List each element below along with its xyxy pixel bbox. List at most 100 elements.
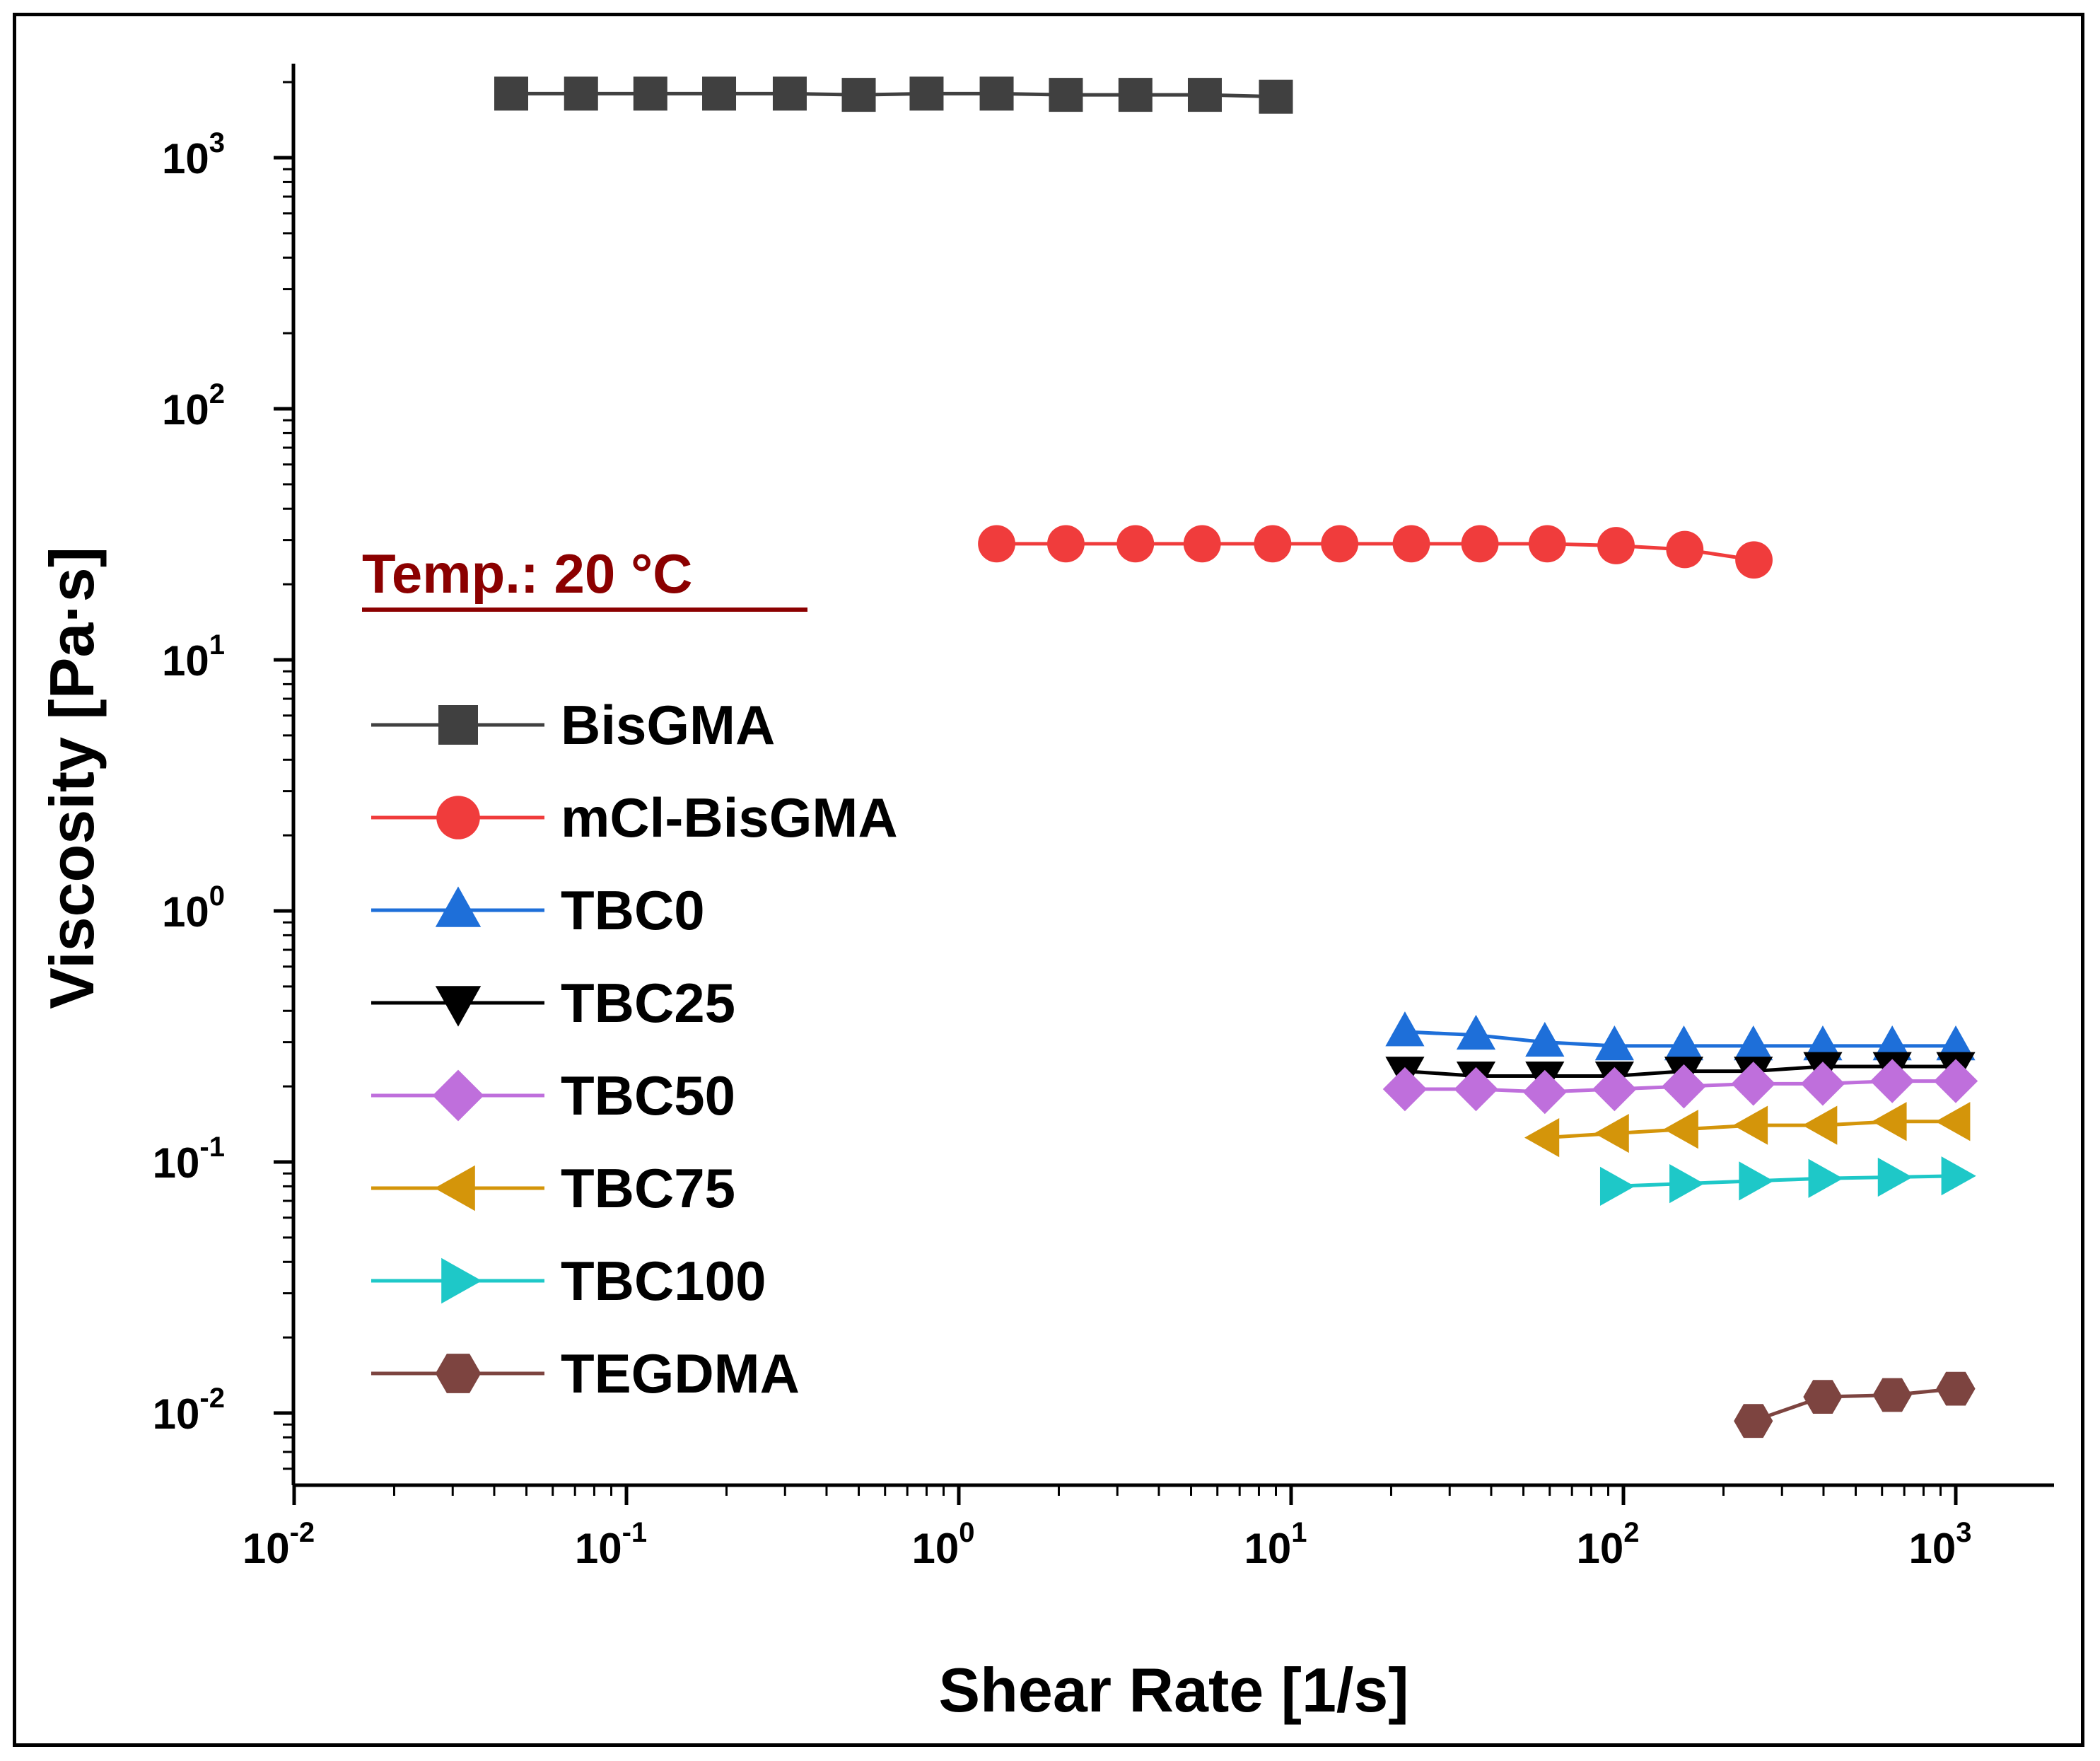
data-point-bisgma [1049, 78, 1083, 112]
data-point-tbc100 [1941, 1156, 1976, 1196]
data-point-tbc75 [1732, 1105, 1768, 1145]
y-tick-label-base: 10 [162, 386, 209, 434]
x-tick-label-exponent: 3 [1956, 1517, 1971, 1548]
x-tick-label-base: 10 [575, 1525, 622, 1572]
data-point-tbc0 [1385, 1011, 1425, 1047]
data-point-tbc50 [1800, 1062, 1845, 1106]
data-point-tbc0 [1872, 1025, 1912, 1061]
x-tick-label-base: 10 [1244, 1525, 1292, 1572]
series-tbc100 [1599, 1156, 1976, 1207]
x-tick-label-base: 10 [1577, 1525, 1624, 1572]
x-tick-label-base: 10 [912, 1525, 959, 1572]
y-tick-label-exponent: 2 [209, 378, 225, 409]
data-point-tbc75 [1802, 1105, 1838, 1145]
data-point-bisgma [702, 76, 737, 111]
x-tick-label-exponent: 2 [1623, 1517, 1639, 1548]
legend-marker-tbc50 [432, 1069, 484, 1122]
data-point-tbc0 [1734, 1025, 1773, 1061]
data-point-mcl-bisgma [1597, 527, 1635, 564]
legend-item-tbc0: TBC0 [371, 879, 705, 941]
data-point-bisgma [772, 76, 807, 111]
legend-marker-tbc0 [435, 886, 482, 927]
x-tick-label-exponent: 1 [1291, 1517, 1307, 1548]
data-point-mcl-bisgma [1183, 525, 1221, 563]
data-point-bisgma [1118, 78, 1153, 112]
legend-label-tbc100: TBC100 [561, 1250, 766, 1312]
x-tick-label-base: 10 [1909, 1525, 1956, 1572]
data-point-tbc0 [1803, 1025, 1843, 1061]
data-point-bisgma [494, 76, 529, 111]
data-point-tbc100 [1739, 1161, 1774, 1201]
data-point-tbc50 [1592, 1067, 1637, 1112]
data-point-tbc75 [1935, 1102, 1971, 1141]
data-point-tegdma [1872, 1378, 1912, 1412]
legend-marker-tbc75 [434, 1165, 475, 1211]
series-line-tegdma [1752, 1387, 1956, 1423]
legend-item-tbc75: TBC75 [371, 1157, 735, 1219]
data-point-tegdma [1803, 1380, 1843, 1414]
x-tick-label-exponent: 0 [959, 1517, 974, 1548]
data-point-mcl-bisgma [1461, 525, 1499, 563]
y-tick-label-exponent: 0 [209, 880, 225, 912]
y-tick-label-base: 10 [153, 1139, 200, 1187]
data-point-tbc0 [1936, 1025, 1976, 1061]
series-tbc50 [1382, 1059, 1978, 1115]
data-point-mcl-bisgma [1254, 525, 1292, 563]
x-tick-label-exponent: -1 [622, 1517, 648, 1548]
y-axis-title: Viscosity [Pa·s] [37, 547, 107, 1009]
x-tick-label-base: 10 [243, 1525, 290, 1572]
series-tbc0 [1385, 1011, 1976, 1061]
y-tick-label: 10-2 [153, 1383, 225, 1438]
legend-label-tbc50: TBC50 [561, 1064, 735, 1127]
data-point-tbc50 [1731, 1062, 1775, 1106]
y-tick-label: 10-1 [153, 1132, 225, 1187]
y-tick-label-exponent: 1 [209, 629, 225, 661]
data-point-tbc50 [1522, 1069, 1568, 1115]
y-tick-label-base: 10 [162, 637, 209, 685]
series-mcl-bisgma [978, 525, 1773, 579]
data-point-bisgma [841, 78, 876, 112]
data-point-tbc100 [1877, 1157, 1913, 1197]
y-tick-label: 102 [162, 378, 225, 434]
data-point-tbc0 [1456, 1014, 1496, 1050]
legend-label-mcl-bisgma: mCl-BisGMA [561, 786, 898, 849]
data-point-tegdma [1734, 1404, 1773, 1439]
data-point-tbc50 [1869, 1059, 1915, 1103]
x-tick-label: 103 [1909, 1517, 1972, 1572]
y-tick-label-exponent: -2 [199, 1383, 225, 1414]
legend-label-tbc25: TBC25 [561, 972, 735, 1034]
data-point-bisgma [633, 76, 667, 111]
series-line-bisgma [511, 91, 1276, 99]
legend-item-tbc100: TBC100 [371, 1250, 766, 1312]
x-axis-title: Shear Rate [1/s] [938, 1655, 1408, 1725]
legend-item-mcl-bisgma: mCl-BisGMA [371, 786, 898, 849]
legend: BisGMA mCl-BisGMA TBC0 TBC25 TBC50 TBC75 TBC10… [371, 694, 898, 1405]
legend-item-tbc50: TBC50 [371, 1064, 735, 1127]
y-tick-label: 103 [162, 127, 225, 182]
legend-marker-tbc100 [441, 1257, 482, 1304]
series-layer [494, 76, 1978, 1439]
series-tbc75 [1524, 1102, 1971, 1158]
data-point-mcl-bisgma [1047, 525, 1085, 563]
legend-label-tbc0: TBC0 [561, 879, 705, 941]
data-point-tbc50 [1454, 1067, 1498, 1112]
x-tick-label: 101 [1244, 1517, 1307, 1572]
y-tick-label-exponent: -1 [199, 1132, 225, 1163]
y-tick-label: 100 [162, 880, 225, 936]
legend-item-tbc25: TBC25 [371, 972, 735, 1034]
data-point-bisgma [979, 76, 1014, 111]
data-point-mcl-bisgma [1528, 525, 1566, 563]
data-point-tbc100 [1808, 1158, 1843, 1198]
legend-label-bisgma: BisGMA [561, 694, 775, 756]
legend-marker-bisgma [438, 705, 478, 745]
legend-label-tegdma: TEGDMA [561, 1342, 800, 1405]
y-tick-label-base: 10 [153, 1390, 200, 1438]
legend-marker-tbc25 [435, 986, 482, 1027]
x-tick-label: 10-1 [575, 1517, 647, 1572]
x-tick-label: 100 [912, 1517, 975, 1572]
legend-label-tbc75: TBC75 [561, 1157, 735, 1219]
data-point-tegdma [1936, 1371, 1976, 1406]
series-tegdma [1734, 1371, 1976, 1439]
